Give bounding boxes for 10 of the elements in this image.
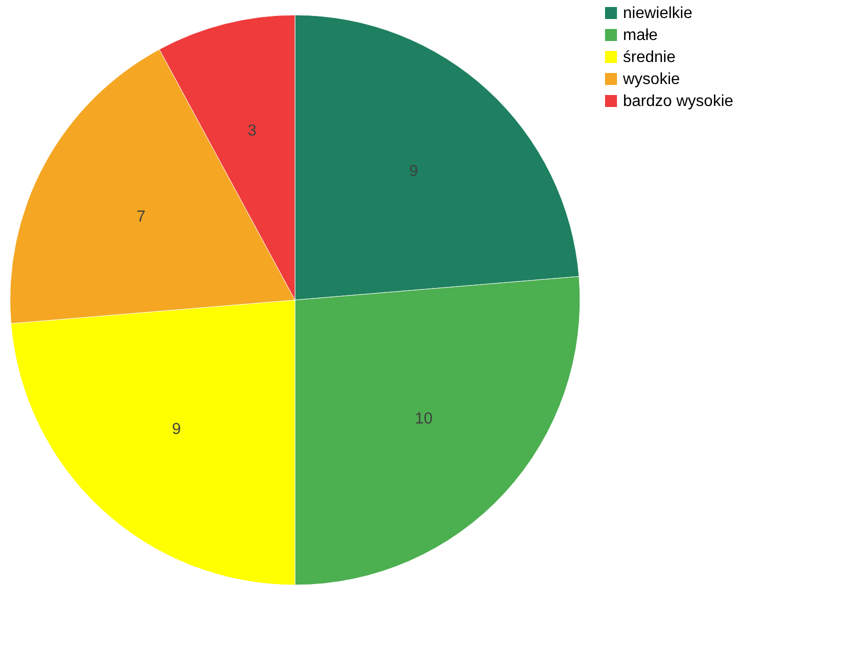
legend-label: niewielkie xyxy=(623,5,692,22)
data-label: 7 xyxy=(136,208,146,226)
legend-label: wysokie xyxy=(622,71,680,88)
legend-label: małe xyxy=(623,27,658,44)
legend-label: średnie xyxy=(623,49,676,66)
data-label: 10 xyxy=(414,410,433,428)
legend-label: bardzo wysokie xyxy=(623,93,734,110)
data-label: 3 xyxy=(248,122,257,140)
data-label: 9 xyxy=(409,163,418,180)
data-label: 9 xyxy=(172,420,182,438)
